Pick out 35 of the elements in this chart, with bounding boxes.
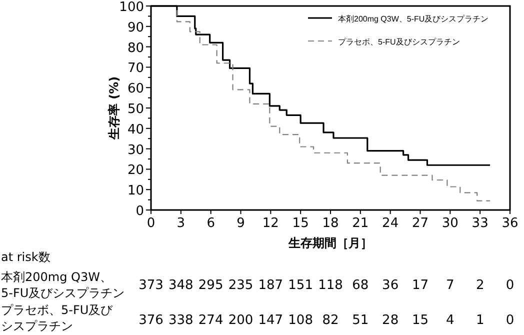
y-tick-label: 20 <box>127 163 144 178</box>
text: 376 338 274 200 147 108 82 51 28 15 4 1 0 <box>138 313 514 328</box>
x-tick-label: 33 <box>472 216 488 231</box>
y-tick-label: 30 <box>127 142 144 158</box>
y-tick-label: 10 <box>127 184 144 199</box>
x-tick-label: 36 <box>502 216 518 231</box>
y-tick-label: 80 <box>127 40 144 56</box>
x-tick-label: 18 <box>322 216 339 231</box>
x-tick-label: 27 <box>412 216 429 231</box>
text: プラセボ、5-FU及び <box>1 303 114 317</box>
y-tick-label: 100 <box>119 0 144 15</box>
y-tick-label: 40 <box>127 122 144 138</box>
x-tick-label: 0 <box>146 216 156 231</box>
x-tick-label: 24 <box>382 216 399 231</box>
x-tick-label: 3 <box>176 216 186 231</box>
y-tick-label: 70 <box>127 61 144 76</box>
y-tick-label: 0 <box>136 204 144 219</box>
text: 本剤200mg Q3W、 <box>1 270 112 284</box>
x-axis-title: 生存期間［月］ <box>288 236 372 250</box>
text: 5-FU及びシスプラチン <box>1 286 125 300</box>
legend-label: 本剤200mg Q3W、5-FU及びシスプラチン <box>338 14 489 24</box>
x-tick-label: 6 <box>206 216 215 231</box>
y-tick-label: 60 <box>127 82 144 97</box>
text: 373 348 295 235 187 151 118 68 36 17 7 2 0 <box>138 278 514 293</box>
text: シスプラチン <box>1 319 73 333</box>
x-tick-label: 30 <box>442 216 458 231</box>
y-axis-title: 生存率 (%) <box>107 76 121 141</box>
y-tick-label: 90 <box>127 20 144 36</box>
x-tick-label: 9 <box>236 216 245 231</box>
y-tick-label: 50 <box>127 102 144 117</box>
x-tick-label: 21 <box>352 216 369 231</box>
text: at risk数 <box>1 250 50 264</box>
x-tick-label: 12 <box>262 216 279 231</box>
legend-label: プラセボ、5-FU及びシスプラチン <box>338 38 460 46</box>
x-tick-label: 15 <box>292 216 309 231</box>
